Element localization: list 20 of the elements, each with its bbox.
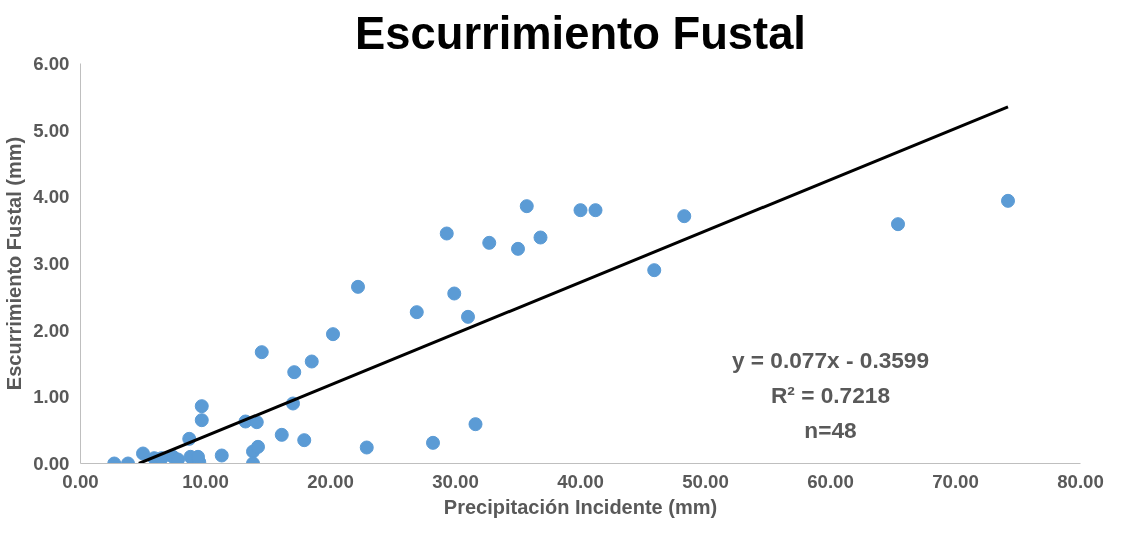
y-tick-label: 3.00 [33,253,70,274]
x-tick-label: 50.00 [682,470,729,492]
y-tick-label: 4.00 [33,186,70,208]
x-axis-title: Precipitación Incidente (mm) [443,495,718,518]
x-tick-label: 70.00 [932,470,979,492]
y-axis-title: Escurrimiento Fustal (mm) [3,136,26,391]
chart-title: Escurrimiento Fustal [355,7,806,59]
x-tick-label: 40.00 [557,470,604,492]
x-tick-label: 10.00 [182,470,229,492]
x-tick-label: 30.00 [432,470,479,492]
y-tick-label: 2.00 [33,319,70,341]
y-tick-label: 5.00 [33,119,70,141]
y-tick-label: 1.00 [33,386,70,408]
annotation: n=48 [804,416,857,443]
x-tick-label: 80.00 [1057,470,1104,492]
x-tick-label: 60.00 [807,470,854,492]
annotation: R² = 0.7218 [770,381,891,408]
y-tick-label: 6.00 [33,53,70,74]
annotation: y = 0.077x - 0.3599 [731,347,930,374]
x-tick-label: 20.00 [307,470,354,492]
